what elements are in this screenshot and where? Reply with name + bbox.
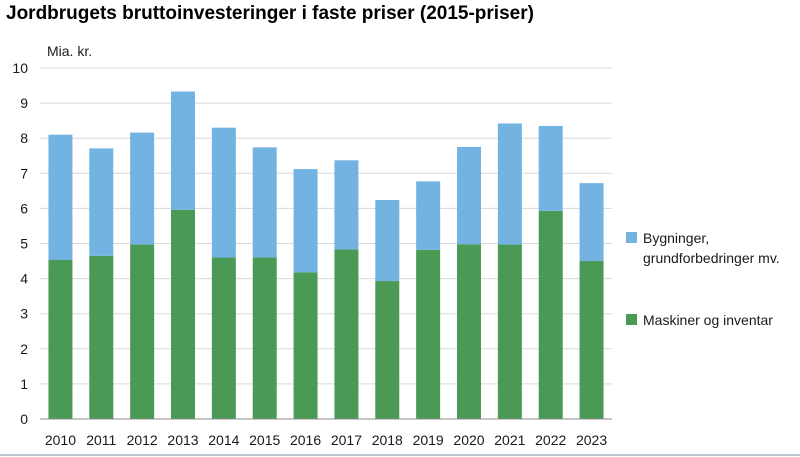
y-tick-label: 3 xyxy=(20,306,28,322)
bar-segment-maskiner xyxy=(457,244,481,419)
legend-label-bygninger: grundforbedringer mv. xyxy=(643,250,780,266)
bar-segment-maskiner xyxy=(497,244,522,419)
bar-segment-maskiner xyxy=(48,260,73,419)
x-tick-label: 2014 xyxy=(208,432,239,448)
bar-segment-maskiner xyxy=(579,261,604,419)
bar-segment-bygninger xyxy=(252,147,277,258)
x-tick-label: 2023 xyxy=(576,432,607,448)
bar-segment-bygninger xyxy=(579,183,604,262)
x-tick-label: 2021 xyxy=(494,432,525,448)
y-tick-label: 1 xyxy=(20,376,28,392)
chart-title: Jordbrugets bruttoinvesteringer i faste … xyxy=(6,3,534,24)
bar-segment-bygninger xyxy=(130,132,155,245)
bar-segment-bygninger xyxy=(211,127,236,258)
bar-segment-maskiner xyxy=(89,255,114,419)
x-tick-label: 2018 xyxy=(372,432,403,448)
y-tick-label: 10 xyxy=(12,60,28,76)
y-tick-label: 4 xyxy=(20,271,28,287)
y-axis-unit-label: Mia. kr. xyxy=(47,43,92,59)
bar-segment-bygninger xyxy=(375,199,400,282)
y-tick-label: 8 xyxy=(20,130,28,146)
y-tick-label: 7 xyxy=(20,165,28,181)
bar-segment-bygninger xyxy=(293,169,318,273)
bar-segment-bygninger xyxy=(48,134,73,260)
grid-lines xyxy=(40,67,612,385)
x-tick-label: 2020 xyxy=(453,432,484,448)
bar-segment-maskiner xyxy=(375,281,400,419)
bar-segment-bygninger xyxy=(457,146,481,245)
y-tick-label: 9 xyxy=(20,95,28,111)
legend-swatch-bygninger xyxy=(626,232,637,243)
x-tick-label: 2017 xyxy=(331,432,362,448)
bar-segment-bygninger xyxy=(334,160,359,250)
x-tick-label: 2011 xyxy=(86,432,116,448)
bar-segment-maskiner xyxy=(211,257,236,419)
y-tick-label: 0 xyxy=(20,411,28,427)
x-tick-label: 2010 xyxy=(45,432,76,448)
bar-segment-bygninger xyxy=(538,125,563,211)
bar-segment-maskiner xyxy=(293,272,318,419)
legend-label-maskiner: Maskiner og inventar xyxy=(643,312,773,328)
x-tick-label: 2019 xyxy=(413,432,444,448)
bars xyxy=(48,91,604,419)
x-tick-label: 2013 xyxy=(167,432,198,448)
legend-swatch-maskiner xyxy=(626,314,637,325)
bar-segment-bygninger xyxy=(171,91,195,210)
y-axis-tick-labels: 0 1 2 3 4 5 6 7 8 9 10 xyxy=(12,60,28,427)
y-tick-label: 6 xyxy=(20,200,28,216)
x-tick-label: 2016 xyxy=(290,432,321,448)
bar-segment-maskiner xyxy=(130,244,155,419)
bar-segment-bygninger xyxy=(416,181,441,250)
x-tick-label: 2012 xyxy=(127,432,158,448)
bar-segment-bygninger xyxy=(89,148,114,256)
bar-segment-maskiner xyxy=(252,257,277,419)
bar-segment-maskiner xyxy=(171,209,195,419)
bar-segment-maskiner xyxy=(334,249,359,419)
x-tick-label: 2015 xyxy=(249,432,280,448)
bar-segment-maskiner xyxy=(416,249,441,419)
legend: Bygninger, grundforbedringer mv. Maskiner … xyxy=(626,230,780,328)
bar-segment-bygninger xyxy=(497,123,522,245)
x-axis-tick-labels: 2010 2011 2012 2013 2014 2015 2016 2017 2018 2019… xyxy=(45,432,608,448)
y-tick-label: 2 xyxy=(20,341,28,357)
bar-segment-maskiner xyxy=(538,210,563,419)
y-tick-label: 5 xyxy=(20,236,28,252)
legend-label-bygninger: Bygninger, xyxy=(643,230,709,246)
x-tick-label: 2022 xyxy=(535,432,566,448)
